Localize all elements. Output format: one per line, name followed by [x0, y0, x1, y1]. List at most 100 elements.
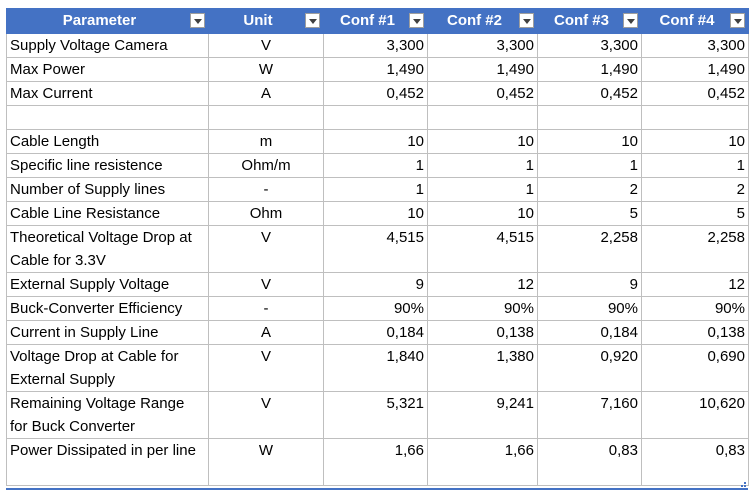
value-cell[interactable]: 1,490 — [323, 57, 428, 82]
value-cell[interactable]: 5 — [641, 201, 749, 226]
value-cell[interactable]: 1 — [323, 177, 428, 202]
value-cell[interactable]: 7,160 — [537, 391, 642, 439]
value-cell[interactable]: 10 — [641, 129, 749, 154]
value-cell[interactable]: 3,300 — [641, 33, 749, 58]
parameter-cell[interactable]: Max Current — [6, 81, 209, 106]
value-cell[interactable]: 0,83 — [537, 438, 642, 486]
value-cell[interactable]: 10 — [537, 129, 642, 154]
value-cell[interactable]: 2,258 — [641, 225, 749, 273]
header-conf-4[interactable]: Conf #4 — [641, 8, 749, 34]
value-cell[interactable]: 1,66 — [323, 438, 428, 486]
unit-cell[interactable]: W — [208, 438, 324, 486]
value-cell[interactable]: 0,184 — [323, 320, 428, 345]
value-cell[interactable]: 10 — [427, 201, 538, 226]
unit-cell[interactable] — [208, 105, 324, 130]
parameter-cell[interactable]: Number of Supply lines — [6, 177, 209, 202]
value-cell[interactable]: 4,515 — [427, 225, 538, 273]
filter-dropdown-icon[interactable] — [409, 13, 424, 28]
value-cell[interactable]: 0,83 — [641, 438, 749, 486]
value-cell[interactable]: 2 — [537, 177, 642, 202]
value-cell[interactable]: 1 — [537, 153, 642, 178]
table-resize-handle-icon[interactable] — [737, 478, 747, 488]
unit-cell[interactable]: A — [208, 320, 324, 345]
value-cell[interactable]: 10 — [427, 129, 538, 154]
value-cell[interactable] — [537, 105, 642, 130]
value-cell[interactable]: 1 — [323, 153, 428, 178]
filter-dropdown-icon[interactable] — [519, 13, 534, 28]
parameter-cell[interactable]: External Supply Voltage — [6, 272, 209, 297]
header-conf-3[interactable]: Conf #3 — [537, 8, 642, 34]
value-cell[interactable]: 1,490 — [537, 57, 642, 82]
value-cell[interactable]: 1,380 — [427, 344, 538, 392]
value-cell[interactable]: 3,300 — [323, 33, 428, 58]
unit-cell[interactable]: V — [208, 391, 324, 439]
filter-dropdown-icon[interactable] — [623, 13, 638, 28]
parameter-cell[interactable]: Theoretical Voltage Drop at Cable for 3.… — [6, 225, 209, 273]
parameter-cell[interactable]: Remaining Voltage Range for Buck Convert… — [6, 391, 209, 439]
parameter-cell[interactable]: Supply Voltage Camera — [6, 33, 209, 58]
filter-dropdown-icon[interactable] — [305, 13, 320, 28]
value-cell[interactable]: 10 — [323, 129, 428, 154]
parameter-cell[interactable]: Cable Line Resistance — [6, 201, 209, 226]
value-cell[interactable]: 3,300 — [537, 33, 642, 58]
value-cell[interactable]: 9 — [323, 272, 428, 297]
value-cell[interactable]: 90% — [537, 296, 642, 321]
unit-cell[interactable]: Ohm — [208, 201, 324, 226]
value-cell[interactable]: 1,66 — [427, 438, 538, 486]
value-cell[interactable]: 1,490 — [641, 57, 749, 82]
header-conf-1[interactable]: Conf #1 — [323, 8, 428, 34]
filter-dropdown-icon[interactable] — [190, 13, 205, 28]
parameter-cell[interactable]: Specific line resistence — [6, 153, 209, 178]
value-cell[interactable] — [323, 105, 428, 130]
parameter-cell[interactable] — [6, 105, 209, 130]
value-cell[interactable]: 10,620 — [641, 391, 749, 439]
value-cell[interactable]: 0,920 — [537, 344, 642, 392]
value-cell[interactable] — [641, 105, 749, 130]
unit-cell[interactable]: m — [208, 129, 324, 154]
value-cell[interactable]: 2,258 — [537, 225, 642, 273]
value-cell[interactable]: 0,452 — [537, 81, 642, 106]
value-cell[interactable]: 0,452 — [641, 81, 749, 106]
unit-cell[interactable]: W — [208, 57, 324, 82]
value-cell[interactable]: 10 — [323, 201, 428, 226]
unit-cell[interactable]: V — [208, 225, 324, 273]
unit-cell[interactable]: - — [208, 177, 324, 202]
unit-cell[interactable]: V — [208, 344, 324, 392]
value-cell[interactable]: 2 — [641, 177, 749, 202]
value-cell[interactable]: 90% — [641, 296, 749, 321]
value-cell[interactable]: 3,300 — [427, 33, 538, 58]
value-cell[interactable]: 4,515 — [323, 225, 428, 273]
parameter-cell[interactable]: Current in Supply Line — [6, 320, 209, 345]
value-cell[interactable]: 1,490 — [427, 57, 538, 82]
value-cell[interactable]: 0,138 — [427, 320, 538, 345]
value-cell[interactable]: 0,690 — [641, 344, 749, 392]
value-cell[interactable]: 0,184 — [537, 320, 642, 345]
parameter-cell[interactable]: Voltage Drop at Cable for External Suppl… — [6, 344, 209, 392]
value-cell[interactable]: 1,840 — [323, 344, 428, 392]
parameter-cell[interactable]: Power Dissipated in per line — [6, 438, 209, 486]
value-cell[interactable]: 0,138 — [641, 320, 749, 345]
value-cell[interactable]: 90% — [427, 296, 538, 321]
parameter-cell[interactable]: Max Power — [6, 57, 209, 82]
unit-cell[interactable]: - — [208, 296, 324, 321]
value-cell[interactable] — [427, 105, 538, 130]
value-cell[interactable]: 0,452 — [427, 81, 538, 106]
unit-cell[interactable]: V — [208, 272, 324, 297]
value-cell[interactable]: 0,452 — [323, 81, 428, 106]
value-cell[interactable]: 5,321 — [323, 391, 428, 439]
parameter-cell[interactable]: Cable Length — [6, 129, 209, 154]
value-cell[interactable]: 12 — [427, 272, 538, 297]
unit-cell[interactable]: A — [208, 81, 324, 106]
header-parameter[interactable]: Parameter — [6, 8, 209, 34]
filter-dropdown-icon[interactable] — [730, 13, 745, 28]
value-cell[interactable]: 1 — [641, 153, 749, 178]
header-unit[interactable]: Unit — [208, 8, 324, 34]
value-cell[interactable]: 5 — [537, 201, 642, 226]
value-cell[interactable]: 1 — [427, 177, 538, 202]
unit-cell[interactable]: V — [208, 33, 324, 58]
value-cell[interactable]: 90% — [323, 296, 428, 321]
value-cell[interactable]: 9,241 — [427, 391, 538, 439]
value-cell[interactable]: 9 — [537, 272, 642, 297]
parameter-cell[interactable]: Buck-Converter Efficiency — [6, 296, 209, 321]
value-cell[interactable]: 1 — [427, 153, 538, 178]
